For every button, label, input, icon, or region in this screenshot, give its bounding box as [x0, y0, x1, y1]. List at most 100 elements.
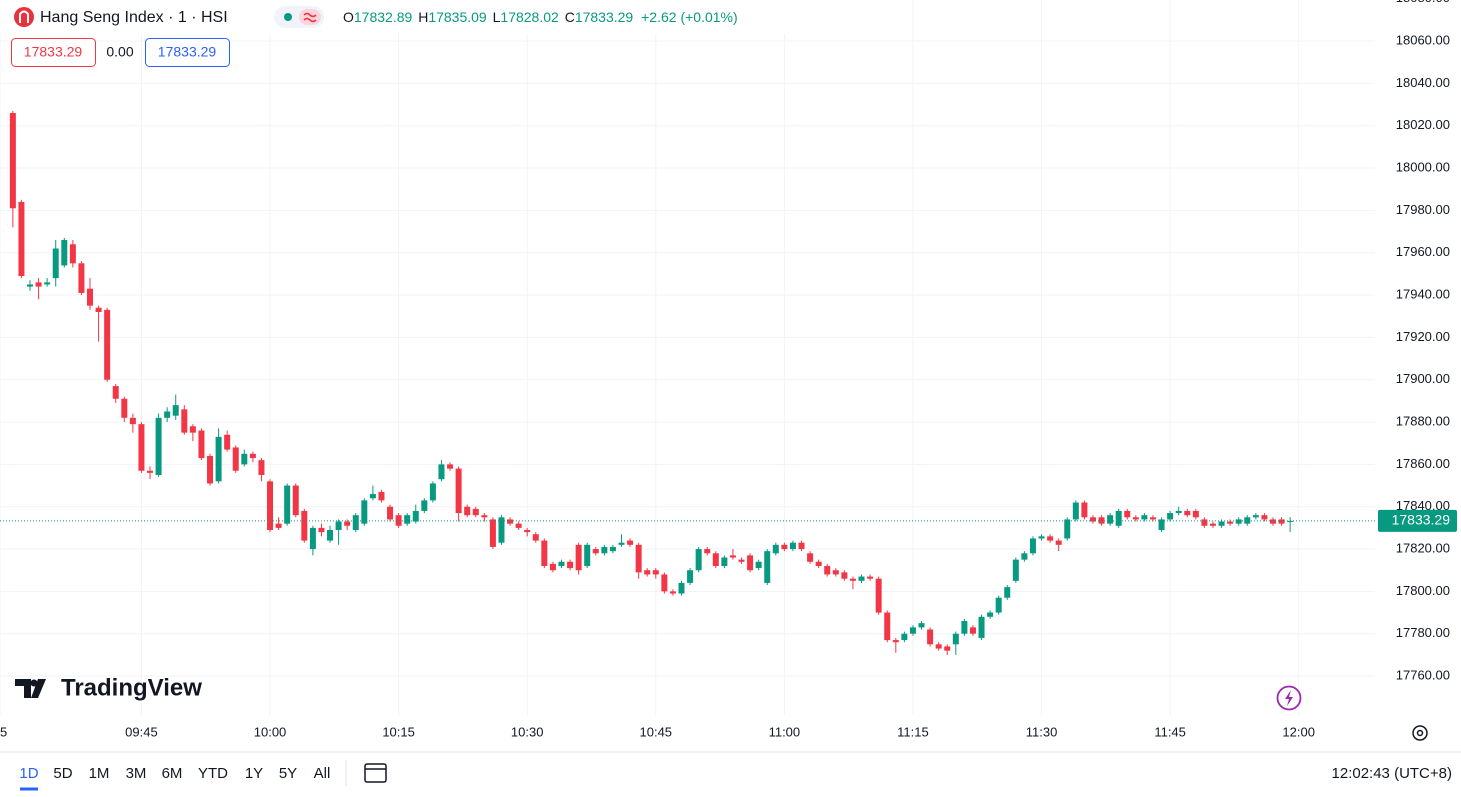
- range-button[interactable]: 3M: [126, 765, 147, 782]
- candle-body: [1089, 517, 1096, 522]
- y-tick-label: 18040.00: [1396, 75, 1450, 90]
- candle-body: [1158, 519, 1165, 531]
- candle-body: [421, 500, 428, 511]
- candle-body: [884, 612, 891, 641]
- candle-body: [104, 309, 111, 380]
- candle-body: [987, 612, 994, 617]
- candle-body: [704, 549, 711, 554]
- candle-body: [892, 640, 899, 643]
- candle-body: [1167, 513, 1174, 520]
- tv-logo-text[interactable]: TradingView: [61, 674, 202, 701]
- candle-body: [1218, 521, 1225, 526]
- candle-body: [927, 629, 934, 645]
- candle-body: [1107, 515, 1114, 524]
- x-tick-label: 09:45: [125, 724, 158, 739]
- candle-body: [344, 521, 351, 526]
- range-button[interactable]: 6M: [162, 765, 183, 782]
- flash-icon[interactable]: [1276, 685, 1302, 711]
- candle-body: [455, 468, 462, 514]
- candle-body: [464, 506, 471, 516]
- candle-body: [1209, 523, 1216, 526]
- candle-body: [121, 398, 128, 418]
- candle-body: [1192, 510, 1199, 518]
- candle-body: [627, 540, 634, 545]
- candle-body: [507, 519, 514, 524]
- candle-body: [1055, 540, 1062, 545]
- candle-body: [1227, 521, 1234, 524]
- range-button[interactable]: 5D: [53, 765, 72, 782]
- candle-body: [1072, 502, 1079, 520]
- candle-body: [858, 576, 865, 581]
- y-tick-label: 17920.00: [1396, 329, 1450, 344]
- grid: [0, 0, 1375, 715]
- candle-body: [712, 553, 719, 566]
- candle-body: [944, 646, 951, 651]
- candle-body: [129, 417, 136, 425]
- y-tick-label: 17860.00: [1396, 456, 1450, 471]
- range-button[interactable]: 1Y: [245, 765, 263, 782]
- candle-body: [172, 405, 179, 416]
- candle-body: [995, 597, 1002, 613]
- c-value: 17833.29: [575, 9, 634, 25]
- change: +2.62 (+0.01%): [641, 9, 738, 25]
- candle-body: [1244, 517, 1251, 524]
- x-tick-label: 10:00: [254, 724, 287, 739]
- candle-body: [44, 282, 51, 285]
- y-tick-label: 17880.00: [1396, 413, 1450, 428]
- spread: 0.00: [106, 44, 133, 60]
- candle-body: [369, 494, 376, 499]
- candles: [0, 110, 1375, 655]
- candle-body: [558, 561, 565, 566]
- range-button[interactable]: YTD: [198, 765, 228, 782]
- candle-body: [481, 515, 488, 518]
- candle-body: [952, 633, 959, 645]
- candle-body: [1252, 515, 1259, 518]
- candle-body: [318, 527, 325, 533]
- symbol-logo-glyph: [19, 10, 29, 23]
- candle-body: [447, 464, 454, 469]
- candle-body: [515, 523, 522, 528]
- sell-price: 17833.29: [24, 44, 83, 60]
- candle-body: [267, 481, 274, 531]
- candle-body: [335, 521, 342, 531]
- candle-body: [1235, 519, 1242, 524]
- candle-body: [644, 570, 651, 575]
- candle-body: [969, 627, 976, 634]
- candle-body: [772, 544, 779, 554]
- range-button[interactable]: 1M: [89, 765, 110, 782]
- candle-body: [978, 616, 985, 638]
- o-value: 17832.89: [354, 9, 413, 25]
- candle-body: [781, 544, 788, 550]
- candle-body: [1175, 510, 1182, 514]
- candle-body: [352, 515, 359, 531]
- x-tick-label: 10:15: [382, 724, 415, 739]
- candle-body: [584, 544, 591, 566]
- x-tick-label: 10:45: [640, 724, 673, 739]
- date-range-icon[interactable]: [364, 763, 387, 783]
- candle-body: [138, 424, 145, 471]
- candle-body: [1261, 515, 1268, 520]
- x-tick-label: 25: [0, 724, 7, 739]
- candle-body: [412, 510, 419, 522]
- candle-body: [147, 470, 154, 473]
- symbol-title[interactable]: Hang Seng Index · 1 · HSI: [40, 9, 228, 26]
- candle-body: [549, 563, 556, 571]
- candle-body: [387, 506, 394, 520]
- candle-body: [489, 519, 496, 547]
- y-tick-label: 18060.00: [1396, 33, 1450, 48]
- candle-body: [249, 453, 256, 459]
- range-button[interactable]: 5Y: [279, 765, 297, 782]
- sell-box[interactable]: [11, 38, 96, 67]
- candle-body: [1201, 519, 1208, 526]
- x-tick-label: 11:00: [769, 724, 801, 739]
- range-button[interactable]: 1D: [19, 765, 38, 782]
- candle-body: [832, 570, 839, 575]
- buy-box[interactable]: [145, 38, 230, 67]
- candle-body: [747, 555, 754, 571]
- y-tick-label: 17960.00: [1396, 244, 1450, 259]
- settings-icon[interactable]: [1412, 725, 1428, 741]
- candle-body: [1124, 510, 1131, 518]
- candle-body: [1115, 510, 1122, 526]
- range-button[interactable]: All: [314, 765, 331, 782]
- clock[interactable]: 12:02:43 (UTC+8): [1332, 765, 1452, 782]
